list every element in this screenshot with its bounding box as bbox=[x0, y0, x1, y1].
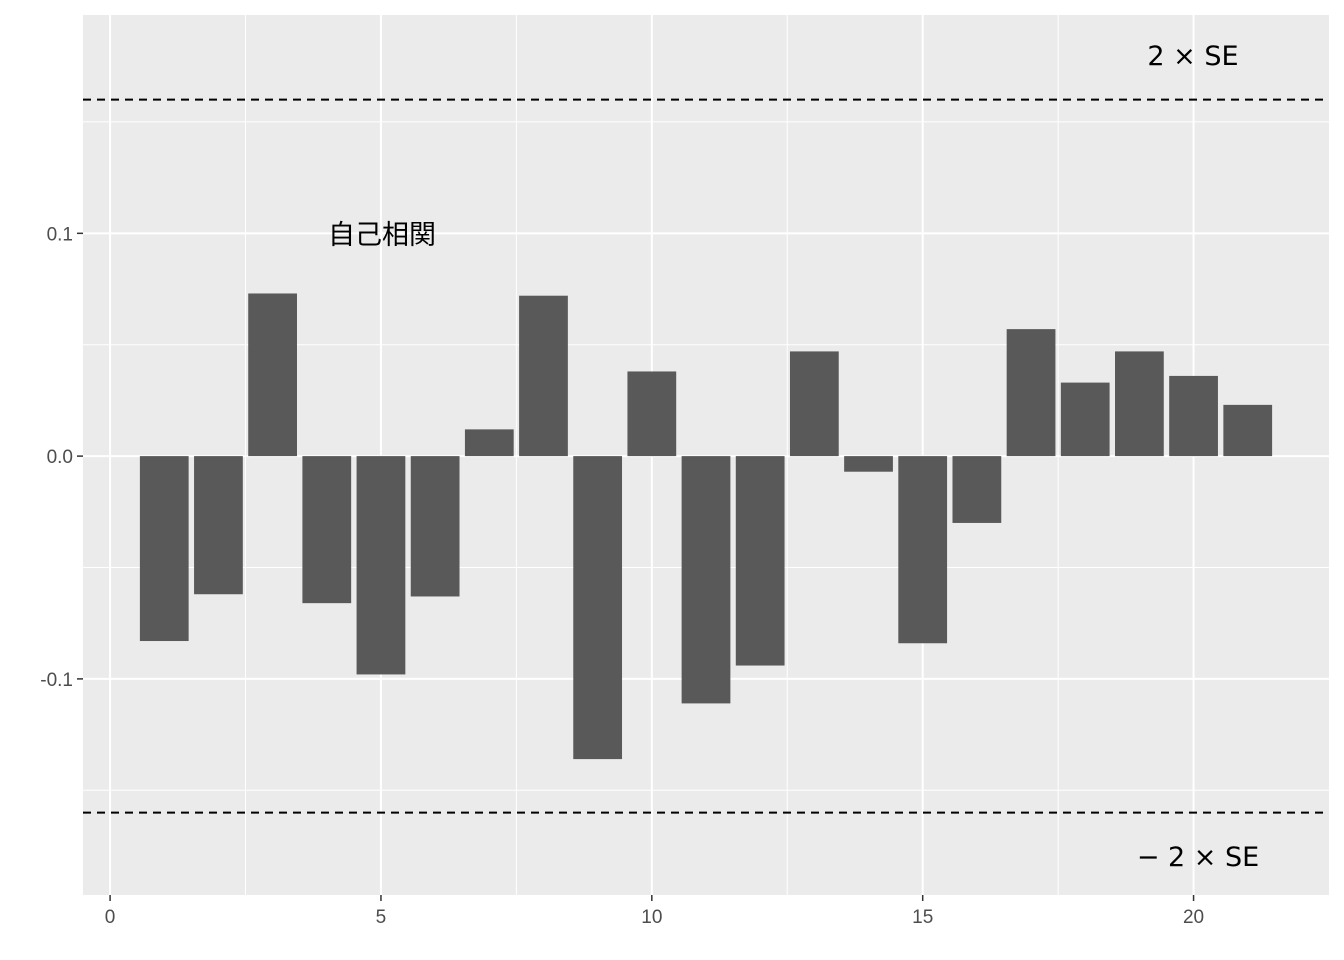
x-tick-label: 15 bbox=[912, 907, 933, 928]
axis-ticks: 0 5 10 15 20 -0.1 0.0 0.1 bbox=[40, 224, 1204, 928]
annotation-upper-se: 2 × SE bbox=[1147, 41, 1238, 72]
y-tick-label: 0.0 bbox=[47, 447, 73, 468]
bar bbox=[627, 371, 677, 457]
bar bbox=[789, 351, 839, 457]
bar bbox=[1169, 375, 1218, 457]
y-tick-label: -0.1 bbox=[40, 670, 73, 691]
annotations: 自己相関 2 × SE − 2 × SE bbox=[328, 41, 1259, 873]
x-tick-label: 0 bbox=[105, 907, 116, 928]
x-tick-label: 10 bbox=[641, 907, 662, 928]
bar bbox=[952, 456, 1002, 523]
bar bbox=[302, 456, 352, 604]
bar bbox=[464, 429, 514, 457]
bar bbox=[1115, 351, 1164, 457]
bar bbox=[410, 456, 460, 597]
bar bbox=[844, 456, 893, 472]
y-tick-label: 0.1 bbox=[47, 224, 73, 245]
bar bbox=[519, 295, 568, 457]
bar bbox=[898, 456, 948, 644]
bar bbox=[139, 456, 189, 642]
x-tick-label: 20 bbox=[1183, 907, 1204, 928]
bar bbox=[681, 456, 731, 704]
bar bbox=[1060, 382, 1110, 457]
bar bbox=[1223, 404, 1273, 457]
reference-lines bbox=[83, 98, 1329, 814]
bar bbox=[735, 456, 785, 666]
bar bbox=[1006, 329, 1056, 457]
annotation-lower-se: − 2 × SE bbox=[1137, 842, 1259, 873]
bar bbox=[356, 456, 406, 675]
bar bbox=[248, 293, 297, 457]
annotation-autocorrelation: 自己相関 bbox=[328, 220, 436, 251]
bar bbox=[573, 456, 623, 760]
bar-series bbox=[139, 293, 1273, 760]
bar bbox=[194, 456, 243, 595]
x-tick-label: 5 bbox=[376, 907, 387, 928]
